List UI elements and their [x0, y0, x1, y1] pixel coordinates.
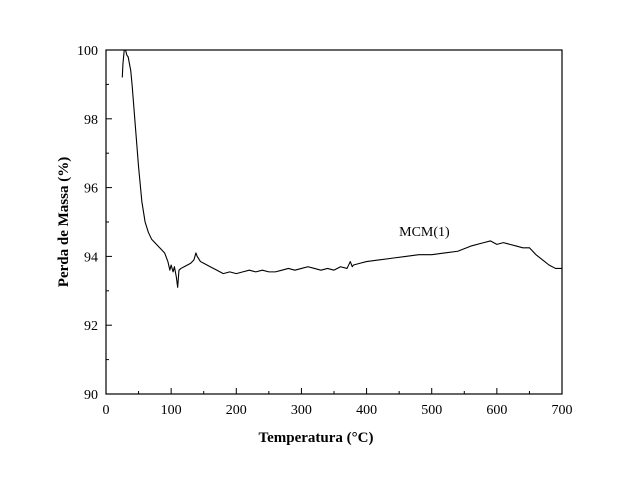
- y-tick-label: 100: [77, 44, 98, 59]
- y-tick-label: 96: [84, 182, 98, 197]
- tick-labels: 0 100 200 300 400 500 600 700 90 92 94 96 98 100: [77, 44, 573, 418]
- y-tick-label: 90: [84, 388, 98, 403]
- x-tick-label: 400: [356, 403, 377, 418]
- x-tick-label: 700: [552, 403, 573, 418]
- x-tick-label: 0: [103, 403, 110, 418]
- x-tick-label: 600: [486, 403, 507, 418]
- series-line: [121, 49, 562, 288]
- y-tick-label: 98: [84, 113, 98, 128]
- x-axis-title: Temperatura (°C): [258, 430, 373, 446]
- x-tick-label: 100: [161, 403, 182, 418]
- series-group: [121, 49, 562, 288]
- y-axis-title: Perda de Massa (%): [56, 157, 72, 287]
- x-tick-label: 200: [226, 403, 247, 418]
- series-annotation: MCM(1): [399, 225, 450, 240]
- y-tick-label: 94: [84, 250, 98, 265]
- plot-frame: [105, 49, 563, 395]
- y-tick-label: 92: [84, 319, 98, 334]
- axis-ticks: [105, 49, 563, 395]
- x-tick-label: 300: [291, 403, 312, 418]
- x-tick-label: 500: [421, 403, 442, 418]
